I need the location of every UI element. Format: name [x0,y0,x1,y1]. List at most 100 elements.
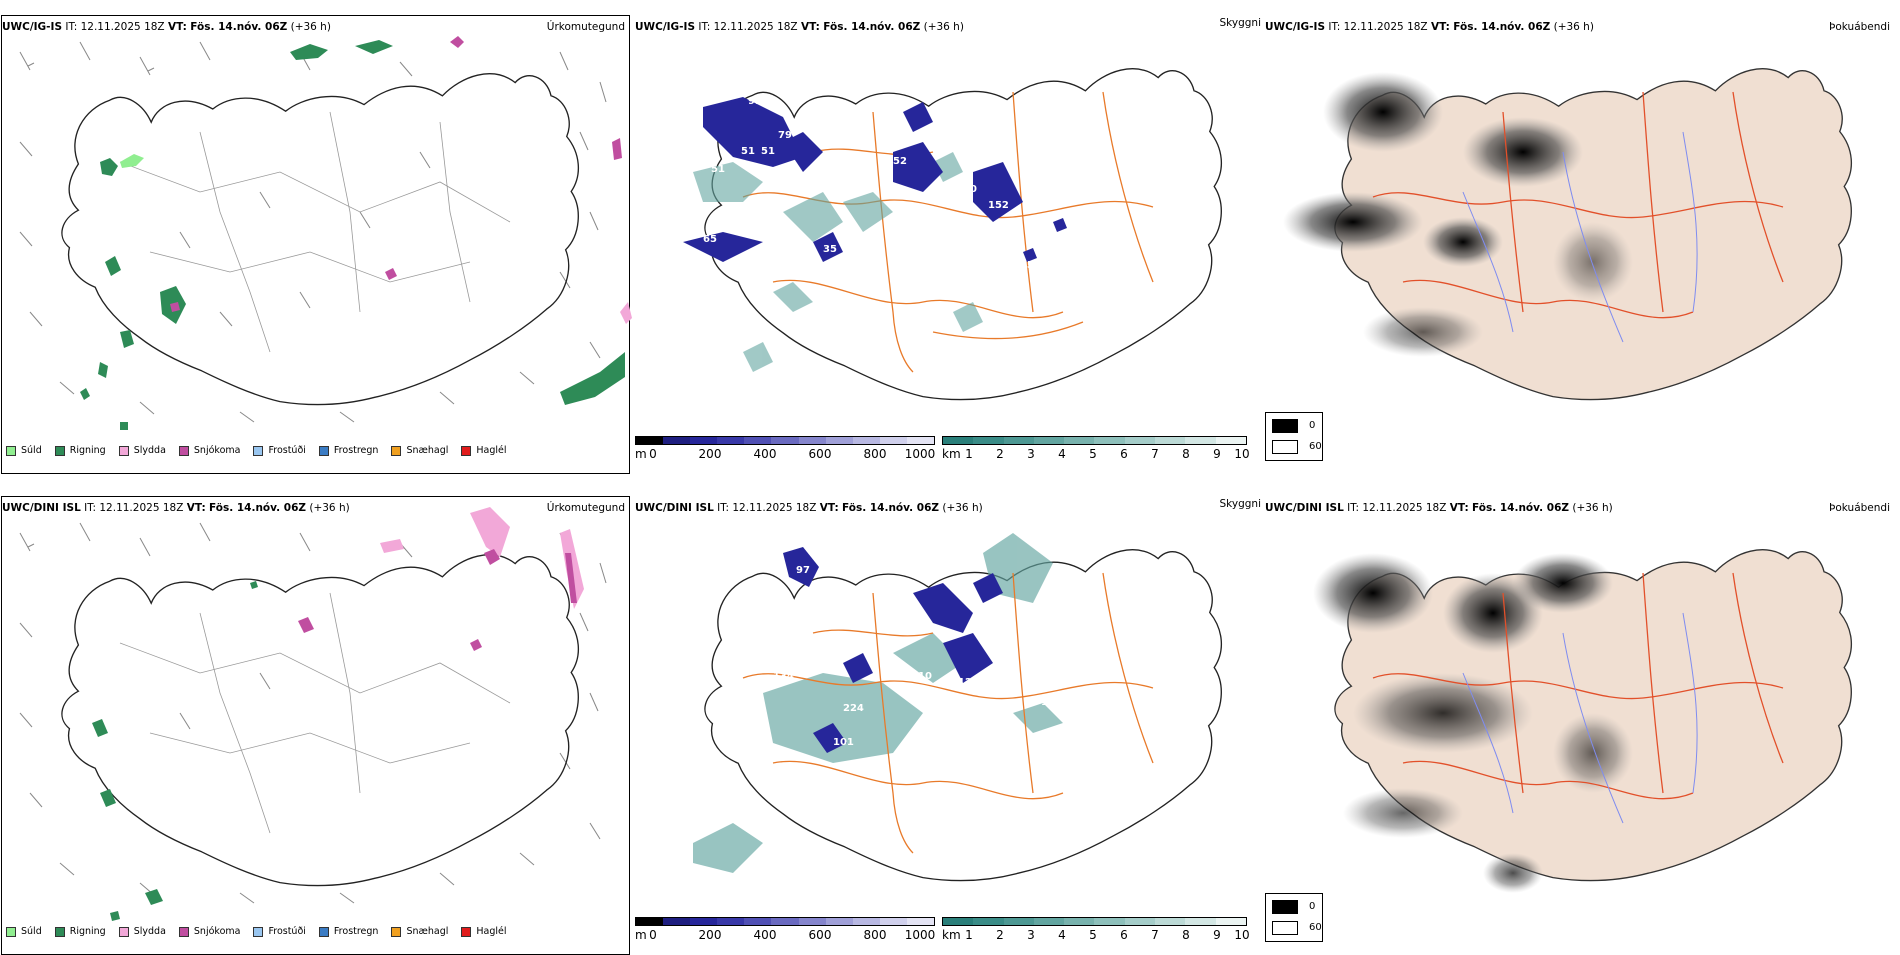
visibility-colorbar-scale [942,917,1247,926]
colorbar-segment [1064,437,1095,444]
forecast-row-ig-is: UWC/IG-IS IT: 12.11.2025 18Z VT: Fös. 14… [0,12,1900,474]
visibility-tick: 9 [1213,928,1221,942]
visibility-tick: 4 [1058,447,1066,461]
it-value: 12.11.2025 18Z [80,21,165,33]
ceiling-label: 10 [918,671,932,682]
colorbar-segment [744,437,772,444]
visibility-tick: 10 [1234,447,1250,461]
fog-shading [1283,72,1633,357]
colorbar-segment [1003,918,1034,925]
vt-value: Fös. 14.nóv. 06Z [209,502,307,514]
colorbar-segment [1215,918,1246,925]
lead-time: (+36 h) [942,502,983,514]
vt-label: VT: [819,502,839,514]
ceiling-label: 88 [733,613,747,624]
ceiling-colorbar-scale [635,917,935,926]
visibility-tick: 2 [996,928,1004,942]
fog-legend-swatch-low [1272,419,1298,433]
it-label: IT: [1328,21,1341,33]
legend-swatch [391,926,402,937]
colorbar-segment [825,437,853,444]
legend-label: Snæhagl [406,926,449,937]
panel-header: UWC/DINI ISL IT: 12.11.2025 18Z VT: Fös.… [635,502,983,514]
legend-item-hail: Haglél [461,445,507,456]
colorbar-segment [1094,918,1125,925]
precip-map [19,507,607,921]
legend-swatch [118,445,129,456]
ceiling-label: 80 [808,853,822,864]
it-label: IT: [65,21,78,33]
fog-legend-swatch-high [1272,921,1298,935]
colorbar-segment [1185,918,1216,925]
ceiling-label: 145 [1013,260,1034,271]
ceiling-shading [783,547,1003,753]
visibility-tick: 6 [1120,928,1128,942]
visibility-tick: 1 [965,928,973,942]
ceiling-tick: 600 [808,447,832,461]
fog-legend-label: 60 [1309,922,1322,933]
colorbar-segment [906,437,935,444]
ceiling-tick: 1000 [904,928,936,942]
colorbar-segment [879,437,907,444]
vt-value: Fös. 14.nóv. 06Z [190,21,288,33]
visibility-unit: km [942,928,961,942]
roads [742,91,1154,373]
colorbar-segment [717,918,745,925]
legend-label: Rigning [69,445,106,456]
ceiling-tick: 1000 [904,447,936,461]
ceiling-visibility-panel: 99 51 79 51 51 106 32 65 90 152 145 35 5… [633,12,1263,474]
ceiling-label: 51 [761,146,775,157]
ceiling-value-labels: 99 51 79 51 51 106 32 65 90 152 145 35 5… [703,96,1065,271]
visibility-tick: 1 [965,447,973,461]
colorbar-segment [1155,437,1186,444]
legend-label: Súld [21,926,42,937]
ceiling-unit: m [635,928,647,942]
legend-item-freezing-drizzle: Frostúði [253,926,306,937]
colorbar-segment [771,437,799,444]
ceiling-colorbar: m 0 200 400 600 800 1000 [635,436,935,470]
legend-item-drizzle: Súld [6,445,42,456]
ceiling-label: 90 [963,184,977,195]
fog-legend: 0 60 [1265,412,1323,461]
ceiling-colorbar-scale [635,436,935,445]
vt-label: VT: [800,21,820,33]
coastline [61,73,580,406]
fog-indicator-map [1313,549,1853,893]
ceiling-visibility-panel: 97 88 134 224 10 124 101 108 80 79 133 3… [633,493,1263,955]
fog-legend-label: 0 [1309,420,1316,431]
colorbar-segment [1155,918,1186,925]
it-value: 12.11.2025 18Z [1362,502,1447,514]
legend-swatch [118,926,129,937]
fog-legend-label: 0 [1309,901,1316,912]
colorbar-segment [636,918,664,925]
ceiling-tick: 400 [753,447,777,461]
colorbar-segment [906,918,935,925]
wind-barbs [19,41,607,423]
vt-label: VT: [1430,21,1450,33]
legend-swatch [318,926,329,937]
legend-label: Haglél [476,926,507,937]
legend-swatch [318,445,329,456]
colorbar-segment [663,437,691,444]
vt-label: VT: [1449,502,1469,514]
ceiling-label: 97 [796,565,810,576]
colorbar-segment [943,437,974,444]
ceiling-label: 52 [893,156,907,167]
panel-header: UWC/IG-IS IT: 12.11.2025 18Z VT: Fös. 14… [2,21,331,33]
wind-barbs [19,522,607,904]
legend-item-rain: Rigning [54,445,106,456]
visibility-tick: 3 [1027,928,1035,942]
colorbar-segment [852,437,880,444]
visibility-tick: 5 [1089,447,1097,461]
panel-frame [1,15,630,474]
panel-title: Skyggni [1219,17,1262,29]
ceiling-label: 152 [988,200,1009,211]
lead-time: (+36 h) [1572,502,1613,514]
legend-item-rain: Rigning [54,926,106,937]
visibility-tick: 6 [1120,447,1128,461]
lead-time: (+36 h) [1553,21,1594,33]
colorbar-segment [1033,437,1065,444]
visibility-tick: 7 [1151,928,1159,942]
it-label: IT: [698,21,711,33]
model-name: UWC/DINI ISL [635,502,714,514]
